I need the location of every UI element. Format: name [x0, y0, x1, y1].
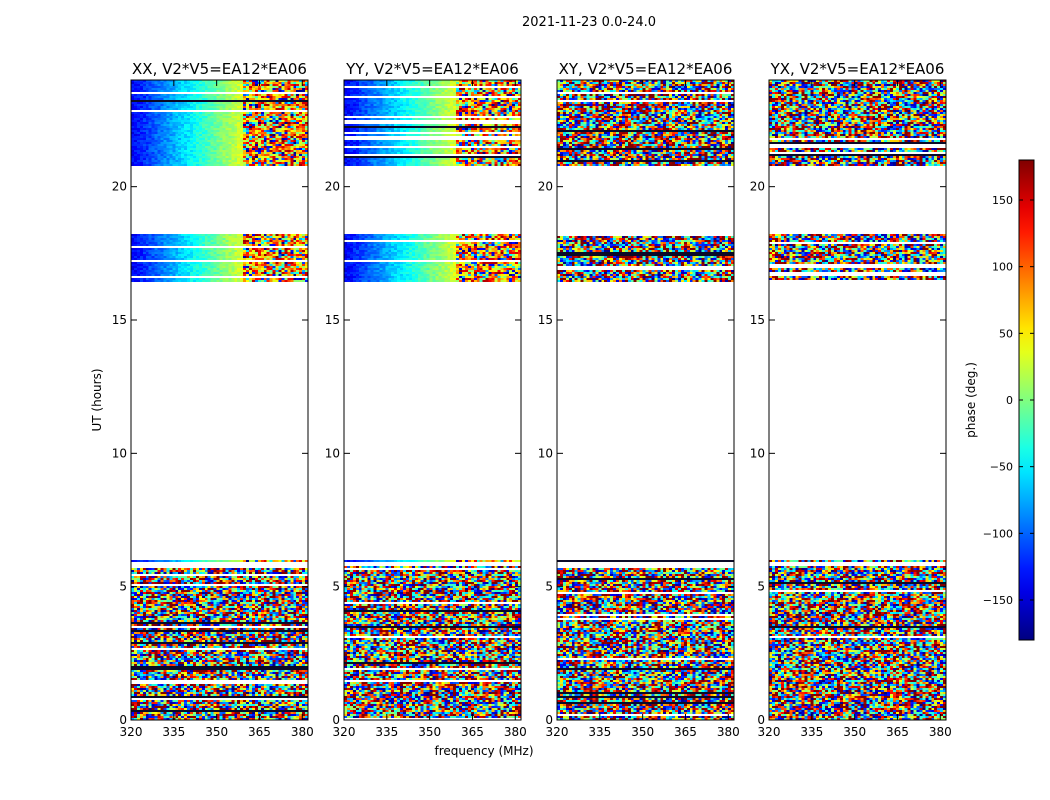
y-tick-label: 0 [119, 713, 127, 727]
panel-xx: XX, V2*V5=EA12*EA06 320 335 350 365 380 0 5 10 15… [112, 60, 314, 739]
y-tick-label: 10 [325, 446, 340, 460]
colorbar-tick-label: 100 [992, 261, 1013, 274]
y-tick-label: 5 [757, 580, 765, 594]
y-tick-label: 5 [332, 580, 340, 594]
phase-image-xx [131, 80, 308, 720]
x-tick-label: 365 [461, 725, 484, 739]
figure-title: 2021-11-23 0.0-24.0 [522, 15, 656, 30]
y-axis-label: UT (hours) [90, 368, 104, 431]
y-tick-label: 20 [538, 180, 553, 194]
x-axis-label: frequency (MHz) [434, 744, 533, 758]
colorbar-label: phase (deg.) [964, 362, 978, 438]
colorbar-tick-label: 0 [1006, 394, 1013, 407]
x-tick-label: 365 [886, 725, 909, 739]
y-tick-label: 0 [545, 713, 553, 727]
colorbar-tick-label: −50 [990, 461, 1013, 474]
panel-title: XX, V2*V5=EA12*EA06 [132, 60, 307, 78]
colorbar: 150 100 50 0 −50 −100 −150 [983, 159, 1035, 641]
panel-frame [130, 79, 309, 721]
x-tick-label: 320 [546, 725, 569, 739]
y-tick-label: 15 [538, 313, 553, 327]
x-tick-label: 380 [504, 725, 527, 739]
panel-title: YY, V2*V5=EA12*EA06 [345, 60, 519, 78]
colorbar-tick-label: 150 [992, 194, 1013, 207]
x-tick-label: 335 [588, 725, 611, 739]
y-tick-label: 10 [538, 446, 553, 460]
x-tick-label: 350 [631, 725, 654, 739]
panel-yy: YY, V2*V5=EA12*EA06 320 335 350 365 380 0 5 10 15… [325, 60, 527, 739]
y-tick-label: 20 [325, 180, 340, 194]
phase-image-xy [557, 80, 734, 720]
x-tick-label: 350 [205, 725, 228, 739]
panel-frame [768, 79, 947, 721]
y-tick-label: 15 [325, 313, 340, 327]
panel-frame [343, 79, 522, 721]
panel-xy: XY, V2*V5=EA12*EA06 320 335 350 365 380 0 5 10 15… [538, 60, 740, 739]
y-tick-label: 0 [757, 713, 765, 727]
x-tick-label: 335 [162, 725, 185, 739]
y-tick-label: 5 [545, 580, 553, 594]
x-tick-label: 380 [291, 725, 314, 739]
panel-yx: YX, V2*V5=EA12*EA06 320 335 350 365 380 0 5 10 15… [750, 60, 952, 739]
x-tick-label: 320 [120, 725, 143, 739]
x-tick-label: 380 [717, 725, 740, 739]
y-tick-label: 15 [750, 313, 765, 327]
x-tick-label: 350 [418, 725, 441, 739]
y-tick-label: 20 [750, 180, 765, 194]
x-tick-label: 335 [375, 725, 398, 739]
x-tick-label: 335 [800, 725, 823, 739]
y-tick-label: 15 [112, 313, 127, 327]
colorbar-tick-label: 50 [999, 327, 1013, 340]
x-tick-label: 365 [248, 725, 271, 739]
y-tick-label: 5 [119, 580, 127, 594]
panel-title: XY, V2*V5=EA12*EA06 [559, 60, 733, 78]
y-tick-label: 10 [112, 446, 127, 460]
phase-image-yy [344, 80, 521, 720]
x-tick-label: 365 [674, 725, 697, 739]
y-tick-label: 10 [750, 446, 765, 460]
phase-image-yx [769, 80, 946, 720]
panels-group: XX, V2*V5=EA12*EA06 320 335 350 365 380 0 5 10 15… [112, 60, 952, 739]
x-tick-label: 350 [843, 725, 866, 739]
x-tick-label: 380 [929, 725, 952, 739]
panel-title: YX, V2*V5=EA12*EA06 [770, 60, 945, 78]
y-tick-label: 0 [332, 713, 340, 727]
colorbar-tick-label: −100 [983, 527, 1013, 540]
colorbar-tick-label: −150 [983, 594, 1013, 607]
x-tick-label: 320 [758, 725, 781, 739]
panel-frame [556, 79, 735, 721]
x-tick-label: 320 [333, 725, 356, 739]
y-tick-label: 20 [112, 180, 127, 194]
